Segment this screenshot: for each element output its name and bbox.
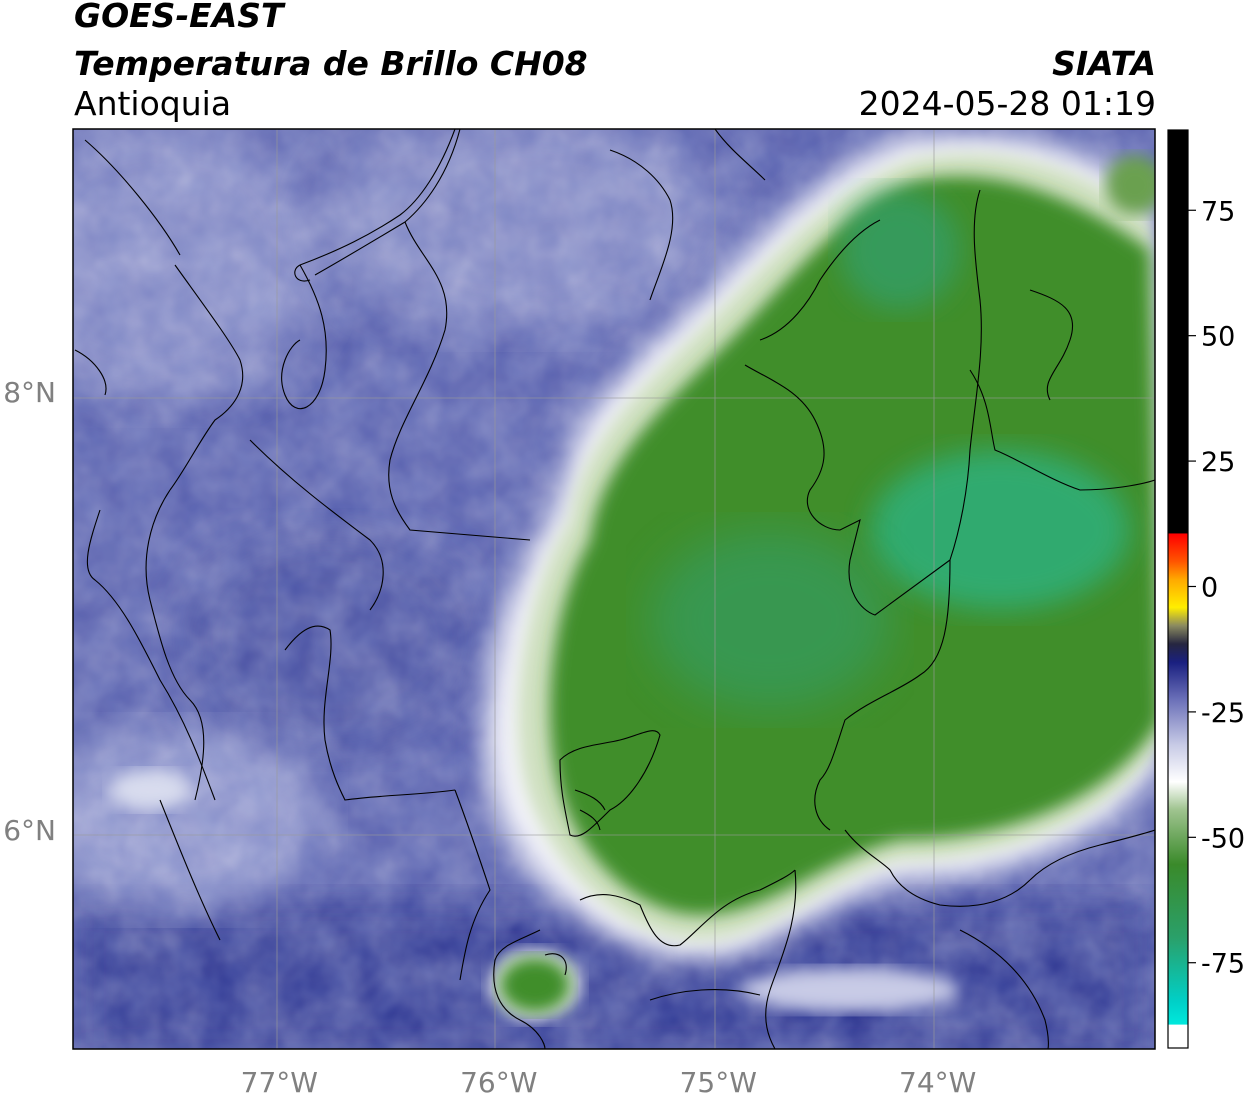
lon-tick-label: 74°W bbox=[899, 1066, 976, 1099]
colorbar-frame bbox=[1167, 129, 1189, 1049]
colorbar-tick-label: 0 bbox=[1201, 572, 1218, 603]
colorbar-ticks: 75 50 25 0 -25 -50 -75 bbox=[1188, 196, 1245, 980]
brightness-temperature-field bbox=[73, 129, 1155, 1049]
political-borders bbox=[74, 129, 1155, 1049]
product-title: Temperatura de Brillo CH08 bbox=[74, 44, 588, 83]
colorbar-tick-label: -75 bbox=[1201, 949, 1245, 980]
map-gridlines bbox=[73, 129, 1155, 1049]
agency-label: SIATA bbox=[1052, 44, 1156, 83]
datetime-label: 2024-05-28 01:19 bbox=[858, 84, 1156, 123]
longitude-tick-labels: 77°W 76°W 75°W 74°W bbox=[241, 1066, 977, 1099]
region-label: Antioquia bbox=[74, 84, 232, 123]
colorbar-tick-label: 25 bbox=[1201, 447, 1235, 478]
lon-tick-label: 76°W bbox=[460, 1066, 537, 1099]
map-frame bbox=[72, 128, 1156, 1050]
lon-tick-label: 77°W bbox=[241, 1066, 318, 1099]
lat-tick-label: 8°N bbox=[3, 376, 56, 409]
colorbar-tick-label: 75 bbox=[1201, 196, 1235, 227]
lat-tick-label: 6°N bbox=[3, 814, 56, 847]
latitude-tick-labels: 8°N 6°N bbox=[3, 376, 56, 847]
colorbar: 75 50 25 0 -25 -50 -75 bbox=[1167, 129, 1245, 1049]
colorbar-tick-label: -25 bbox=[1201, 698, 1245, 729]
colorbar-tick-label: -50 bbox=[1201, 823, 1245, 854]
colorbar-gradient bbox=[1168, 130, 1188, 1048]
colorbar-tick-label: 50 bbox=[1201, 322, 1235, 353]
lon-tick-label: 75°W bbox=[680, 1066, 757, 1099]
satellite-title: GOES-EAST bbox=[74, 0, 284, 35]
